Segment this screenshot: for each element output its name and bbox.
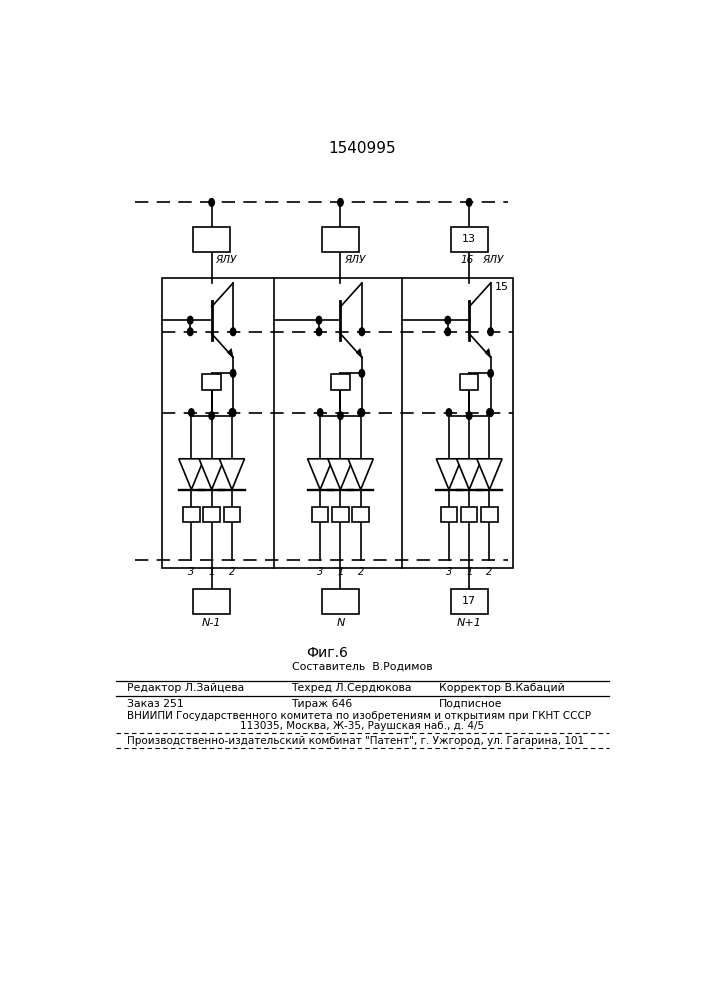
Polygon shape <box>308 459 333 490</box>
Text: ЯЛУ: ЯЛУ <box>344 255 365 265</box>
Bar <box>440 507 457 522</box>
Bar <box>450 227 488 252</box>
Circle shape <box>445 316 450 324</box>
Polygon shape <box>477 459 502 490</box>
Circle shape <box>189 409 194 416</box>
Circle shape <box>338 199 343 206</box>
Text: N-1: N-1 <box>202 618 221 628</box>
Text: Составитель  В.Родимов: Составитель В.Родимов <box>292 662 433 672</box>
Circle shape <box>209 412 214 420</box>
Text: Техред Л.Сердюкова: Техред Л.Сердюкова <box>291 683 411 693</box>
Text: Производственно-издательский комбинат "Патент", г. Ужгород, ул. Гагарина, 101: Производственно-издательский комбинат "П… <box>127 736 584 746</box>
Bar <box>332 507 349 522</box>
Text: Фиг.6: Фиг.6 <box>306 646 348 660</box>
Text: ВНИИПИ Государственного комитета по изобретениям и открытиям при ГКНТ СССР: ВНИИПИ Государственного комитета по изоб… <box>127 711 591 721</box>
Bar <box>163 278 513 568</box>
Circle shape <box>467 199 472 206</box>
Polygon shape <box>356 349 362 357</box>
Circle shape <box>446 409 452 416</box>
Bar <box>322 227 359 252</box>
Text: Заказ 251: Заказ 251 <box>127 699 184 709</box>
Bar <box>460 374 479 390</box>
Circle shape <box>316 328 322 336</box>
Circle shape <box>229 409 235 416</box>
Circle shape <box>488 409 493 416</box>
Circle shape <box>230 328 236 336</box>
Text: 3: 3 <box>446 567 452 577</box>
Text: Корректор В.Кабаций: Корректор В.Кабаций <box>439 683 565 693</box>
Bar <box>183 507 199 522</box>
Polygon shape <box>219 459 245 490</box>
Circle shape <box>359 369 365 377</box>
Text: 1540995: 1540995 <box>329 141 396 156</box>
Bar <box>193 589 230 614</box>
Bar <box>450 589 488 614</box>
Circle shape <box>338 412 343 420</box>
Text: 3: 3 <box>188 567 194 577</box>
Polygon shape <box>228 349 233 357</box>
Polygon shape <box>485 349 491 357</box>
Text: 2: 2 <box>229 567 235 577</box>
Text: 1: 1 <box>337 567 344 577</box>
Polygon shape <box>199 459 224 490</box>
Circle shape <box>359 328 365 336</box>
Bar <box>461 507 477 522</box>
Text: N+1: N+1 <box>457 618 481 628</box>
Text: 15: 15 <box>495 282 508 292</box>
Circle shape <box>486 409 492 416</box>
Polygon shape <box>436 459 462 490</box>
Text: 3: 3 <box>317 567 323 577</box>
Text: ЯЛУ: ЯЛУ <box>215 255 236 265</box>
Text: ЯЛУ: ЯЛУ <box>482 255 504 265</box>
Circle shape <box>230 409 236 416</box>
Bar <box>204 507 220 522</box>
Text: N: N <box>337 618 344 628</box>
Bar <box>322 589 359 614</box>
Text: 1: 1 <box>209 567 215 577</box>
Text: Тираж 646: Тираж 646 <box>291 699 352 709</box>
Polygon shape <box>457 459 481 490</box>
Bar <box>312 507 328 522</box>
Circle shape <box>316 316 322 324</box>
Text: 2: 2 <box>486 567 493 577</box>
Text: 113035, Москва, Ж-35, Раушская наб., д. 4/5: 113035, Москва, Ж-35, Раушская наб., д. … <box>240 721 484 731</box>
Polygon shape <box>348 459 373 490</box>
Circle shape <box>358 409 363 416</box>
Text: 13: 13 <box>462 234 477 244</box>
Circle shape <box>209 199 214 206</box>
Bar <box>223 507 240 522</box>
Text: 16: 16 <box>460 255 473 265</box>
Circle shape <box>445 328 450 336</box>
Bar <box>193 227 230 252</box>
Text: Подписное: Подписное <box>439 699 503 709</box>
Text: Редактор Л.Зайцева: Редактор Л.Зайцева <box>127 683 244 693</box>
Circle shape <box>187 316 193 324</box>
Circle shape <box>317 409 323 416</box>
Polygon shape <box>328 459 353 490</box>
Circle shape <box>187 328 193 336</box>
Bar <box>353 507 369 522</box>
Bar <box>331 374 350 390</box>
Polygon shape <box>179 459 204 490</box>
Bar <box>481 507 498 522</box>
Circle shape <box>467 412 472 420</box>
Bar <box>202 374 221 390</box>
Text: 1: 1 <box>466 567 472 577</box>
Circle shape <box>488 328 493 336</box>
Text: 2: 2 <box>358 567 364 577</box>
Text: 17: 17 <box>462 596 477 606</box>
Circle shape <box>488 369 493 377</box>
Circle shape <box>230 369 236 377</box>
Circle shape <box>359 409 365 416</box>
